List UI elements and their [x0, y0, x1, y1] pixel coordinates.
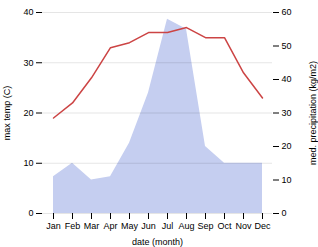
svg-text:date (month): date (month): [132, 237, 183, 247]
svg-text:10: 10: [282, 175, 292, 185]
svg-text:0: 0: [282, 208, 287, 218]
svg-text:Mar: Mar: [84, 221, 100, 231]
svg-text:May: May: [121, 221, 139, 231]
svg-text:20: 20: [282, 141, 292, 151]
svg-text:30: 30: [23, 58, 33, 68]
svg-text:Apr: Apr: [103, 221, 117, 231]
svg-text:Oct: Oct: [217, 221, 232, 231]
svg-text:40: 40: [282, 74, 292, 84]
svg-text:Aug: Aug: [178, 221, 194, 231]
svg-text:10: 10: [23, 158, 33, 168]
svg-text:60: 60: [282, 7, 292, 17]
svg-text:max temp (C): max temp (C): [2, 86, 12, 141]
svg-text:40: 40: [23, 7, 33, 17]
svg-text:Jul: Jul: [162, 221, 174, 231]
svg-text:Sep: Sep: [197, 221, 213, 231]
svg-text:Jun: Jun: [141, 221, 156, 231]
svg-text:Jan: Jan: [46, 221, 61, 231]
svg-text:0: 0: [28, 208, 33, 218]
svg-text:Dec: Dec: [254, 221, 271, 231]
svg-text:30: 30: [282, 108, 292, 118]
svg-text:50: 50: [282, 41, 292, 51]
svg-text:med. precipitation (kg/m2): med. precipitation (kg/m2): [308, 61, 318, 165]
svg-text:Nov: Nov: [235, 221, 252, 231]
svg-text:20: 20: [23, 108, 33, 118]
svg-text:Feb: Feb: [65, 221, 81, 231]
